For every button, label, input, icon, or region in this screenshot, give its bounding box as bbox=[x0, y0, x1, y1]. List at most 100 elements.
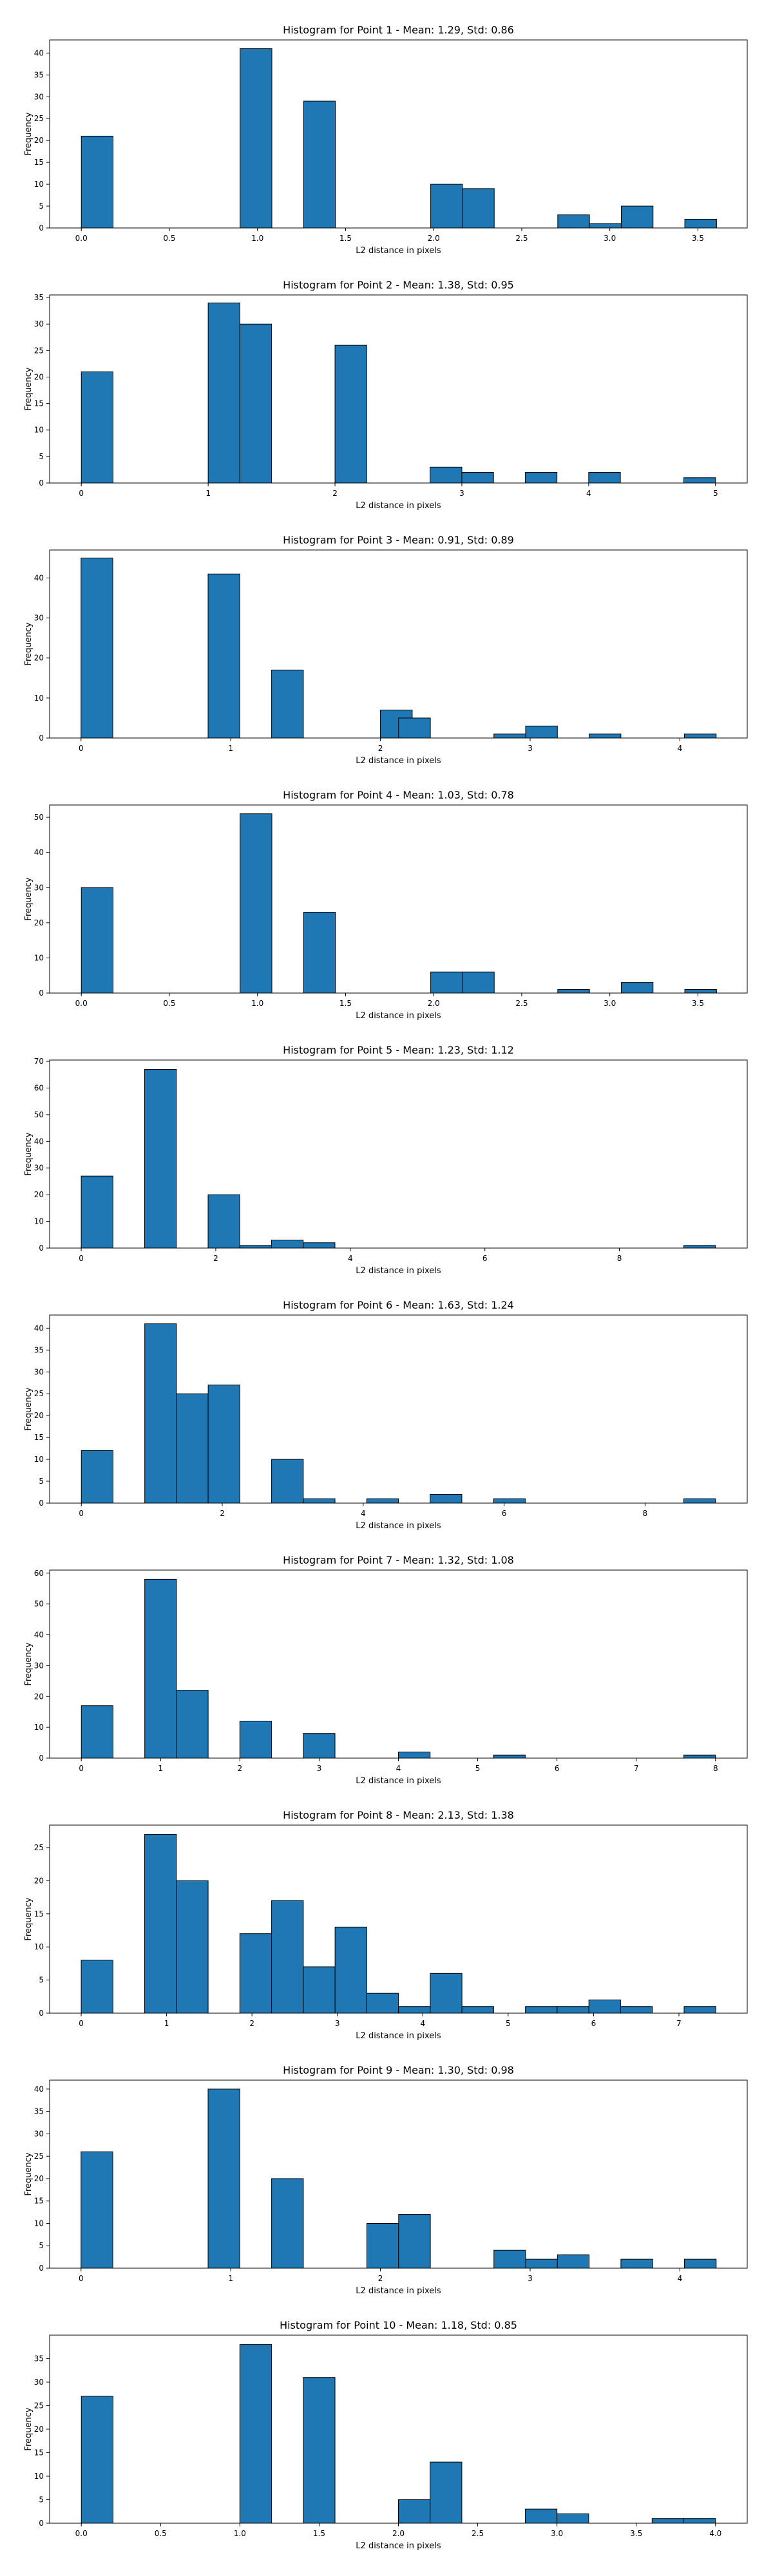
x-tick-label: 5 bbox=[506, 2019, 511, 2028]
chart-title: Histogram for Point 4 - Mean: 1.03, Std:… bbox=[283, 789, 514, 801]
chart-title: Histogram for Point 3 - Mean: 0.91, Std:… bbox=[283, 534, 514, 546]
bar bbox=[493, 2249, 526, 2269]
bar bbox=[620, 205, 654, 229]
y-tick-label: 0 bbox=[39, 2519, 44, 2528]
plot-frame bbox=[49, 2079, 748, 2269]
bar bbox=[144, 1833, 177, 2014]
x-tick-label: 2 bbox=[378, 2274, 383, 2283]
y-tick-label: 30 bbox=[34, 1367, 44, 1376]
y-tick-label: 20 bbox=[34, 2174, 44, 2183]
x-tick-label: 7 bbox=[676, 2019, 682, 2028]
x-tick-label: 2.5 bbox=[515, 999, 528, 1008]
x-tick-label: 0 bbox=[79, 2274, 84, 2283]
bar bbox=[620, 2259, 653, 2269]
y-tick-label: 10 bbox=[34, 2472, 44, 2481]
x-tick-label: 3.5 bbox=[692, 999, 704, 1008]
y-tick-label: 30 bbox=[34, 92, 44, 101]
bar bbox=[271, 1900, 304, 2014]
bar bbox=[239, 1245, 272, 1249]
plot-frame bbox=[49, 804, 748, 994]
y-axis-label: Frequency bbox=[24, 112, 33, 155]
y-axis-label: Frequency bbox=[24, 2152, 33, 2195]
x-tick-label: 3.5 bbox=[630, 2529, 642, 2538]
bar bbox=[207, 302, 240, 484]
plot-frame bbox=[49, 294, 748, 484]
bar bbox=[462, 188, 495, 229]
histogram-panel-3: Histogram for Point 3 - Mean: 0.91, Std:… bbox=[24, 534, 748, 766]
y-tick-label: 10 bbox=[34, 180, 44, 189]
bar bbox=[207, 1194, 240, 1249]
bar bbox=[683, 1498, 716, 1504]
bar bbox=[557, 214, 590, 229]
bar bbox=[493, 1754, 526, 1759]
bar bbox=[366, 1498, 399, 1504]
bar bbox=[176, 1690, 209, 1759]
y-tick-label: 20 bbox=[34, 136, 44, 145]
x-tick-label: 3 bbox=[528, 2274, 533, 2283]
y-tick-label: 20 bbox=[34, 1692, 44, 1701]
bar bbox=[303, 911, 336, 994]
y-tick-label: 35 bbox=[34, 1345, 44, 1354]
y-tick-label: 25 bbox=[34, 1843, 44, 1852]
bars bbox=[81, 2344, 716, 2524]
bar bbox=[430, 1493, 463, 1504]
bar bbox=[525, 2006, 558, 2014]
bar bbox=[81, 1705, 113, 1759]
y-tick-label: 30 bbox=[34, 319, 44, 328]
x-axis-label: L2 distance in pixels bbox=[356, 756, 441, 766]
y-tick-label: 40 bbox=[34, 848, 44, 857]
bar bbox=[271, 669, 304, 739]
y-tick-label: 25 bbox=[34, 114, 44, 123]
bar bbox=[303, 1966, 336, 2014]
bar bbox=[588, 472, 621, 484]
bar bbox=[81, 371, 113, 484]
y-tick-label: 10 bbox=[34, 2219, 44, 2228]
y-tick-label: 35 bbox=[34, 2354, 44, 2363]
bar bbox=[81, 1175, 113, 1249]
bar bbox=[398, 2499, 431, 2524]
y-tick-label: 20 bbox=[34, 2425, 44, 2434]
y-axis-label: Frequency bbox=[24, 1897, 33, 1940]
bar bbox=[398, 717, 431, 739]
bars bbox=[81, 1068, 716, 1249]
x-tick-label: 5 bbox=[713, 489, 718, 498]
x-tick-label: 2 bbox=[332, 489, 338, 498]
y-tick-label: 30 bbox=[34, 2378, 44, 2387]
chart-title: Histogram for Point 9 - Mean: 1.30, Std:… bbox=[283, 2064, 514, 2076]
y-tick-label: 25 bbox=[34, 2152, 44, 2161]
y-tick-label: 70 bbox=[34, 1057, 44, 1066]
x-tick-label: 4 bbox=[420, 2019, 425, 2028]
bar bbox=[430, 184, 463, 229]
y-tick-label: 15 bbox=[34, 2197, 44, 2206]
y-tick-label: 0 bbox=[39, 2009, 44, 2018]
y-tick-label: 20 bbox=[34, 1876, 44, 1885]
y-tick-label: 10 bbox=[34, 694, 44, 703]
x-axis-label: L2 distance in pixels bbox=[356, 1011, 441, 1021]
y-tick-label: 60 bbox=[34, 1083, 44, 1092]
y-axis-label: Frequency bbox=[24, 622, 33, 665]
bar bbox=[334, 1926, 367, 2014]
y-tick-label: 0 bbox=[39, 2264, 44, 2273]
y-tick-label: 0 bbox=[39, 1754, 44, 1763]
histogram-panel-2: Histogram for Point 2 - Mean: 1.38, Std:… bbox=[24, 279, 748, 511]
bar bbox=[430, 971, 463, 994]
bar bbox=[683, 2518, 716, 2524]
bar bbox=[239, 323, 272, 484]
y-tick-label: 5 bbox=[39, 1477, 44, 1486]
x-tick-label: 6 bbox=[502, 1509, 507, 1518]
y-tick-label: 35 bbox=[34, 70, 44, 79]
y-tick-label: 30 bbox=[34, 2129, 44, 2138]
bar bbox=[684, 218, 717, 229]
x-tick-label: 4 bbox=[586, 489, 591, 498]
x-tick-label: 6 bbox=[555, 1764, 560, 1773]
y-tick-label: 30 bbox=[34, 1661, 44, 1670]
y-tick-label: 60 bbox=[34, 1569, 44, 1578]
y-tick-label: 0 bbox=[39, 734, 44, 743]
y-tick-label: 10 bbox=[34, 1217, 44, 1226]
chart-title: Histogram for Point 7 - Mean: 1.32, Std:… bbox=[283, 1554, 514, 1566]
bar bbox=[144, 1068, 177, 1249]
x-tick-label: 6 bbox=[482, 1254, 488, 1263]
y-tick-label: 10 bbox=[34, 1455, 44, 1464]
bar bbox=[620, 982, 654, 994]
x-axis-label: L2 distance in pixels bbox=[356, 2286, 441, 2296]
